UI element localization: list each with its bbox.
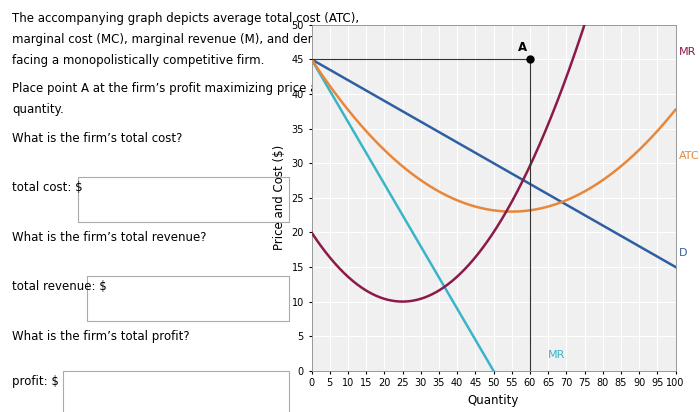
Text: marginal cost (MC), marginal revenue (M), and demand (D): marginal cost (MC), marginal revenue (M)… — [12, 33, 363, 46]
Text: D: D — [679, 248, 687, 258]
Text: A: A — [518, 41, 527, 54]
Text: What is the firm’s total revenue?: What is the firm’s total revenue? — [12, 231, 206, 244]
Text: What is the firm’s total cost?: What is the firm’s total cost? — [12, 132, 183, 145]
Text: MR: MR — [679, 47, 696, 57]
Text: total revenue: $: total revenue: $ — [12, 280, 107, 293]
Text: Place point A at the firm’s profit maximizing price and: Place point A at the firm’s profit maxim… — [12, 82, 332, 96]
Text: What is the firm’s total profit?: What is the firm’s total profit? — [12, 330, 190, 343]
X-axis label: Quantity: Quantity — [468, 394, 519, 407]
Y-axis label: Price and Cost ($): Price and Cost ($) — [273, 145, 286, 250]
Text: MR: MR — [548, 351, 566, 360]
Text: facing a monopolistically competitive firm.: facing a monopolistically competitive fi… — [12, 54, 265, 67]
Text: quantity.: quantity. — [12, 103, 64, 116]
Text: profit: $: profit: $ — [12, 375, 59, 388]
Text: The accompanying graph depicts average total cost (ATC),: The accompanying graph depicts average t… — [12, 12, 359, 26]
FancyBboxPatch shape — [88, 276, 289, 321]
Text: total cost: $: total cost: $ — [12, 181, 83, 194]
FancyBboxPatch shape — [78, 177, 289, 222]
FancyBboxPatch shape — [63, 371, 289, 412]
Text: ATC: ATC — [679, 151, 700, 161]
